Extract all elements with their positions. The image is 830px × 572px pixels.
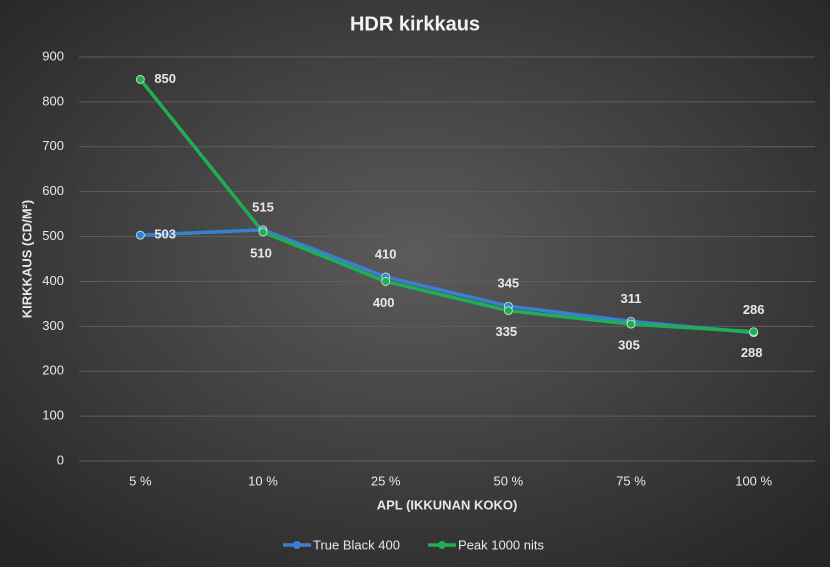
- x-tick-label: 75 %: [616, 473, 646, 488]
- y-tick-label: 100: [42, 408, 64, 423]
- x-tick-label: 5 %: [129, 473, 152, 488]
- marker: [626, 319, 636, 329]
- data-label: 335: [495, 324, 517, 339]
- y-tick-label: 0: [57, 452, 64, 467]
- data-label: 311: [621, 291, 642, 306]
- data-label: 410: [375, 246, 397, 261]
- y-tick-label: 800: [42, 93, 64, 108]
- y-tick-label: 600: [42, 183, 64, 198]
- data-label: 510: [250, 246, 272, 261]
- data-label: 515: [252, 199, 274, 214]
- marker: [135, 230, 145, 240]
- x-axis-title: APL (IKKUNAN KOKO): [377, 497, 518, 512]
- data-label: 305: [618, 338, 640, 353]
- data-label: 850: [154, 71, 176, 86]
- x-tick-label: 10 %: [248, 473, 278, 488]
- marker: [749, 327, 759, 337]
- line: [140, 228, 754, 335]
- marker: [135, 75, 145, 84]
- chart-title: HDR kirkkaus: [350, 13, 480, 35]
- x-tick-label: 25 %: [371, 473, 401, 488]
- y-tick-label: 500: [42, 228, 64, 243]
- legend-marker: [293, 541, 301, 549]
- y-tick-label: 300: [42, 318, 64, 333]
- y-axis-title: KIRKKAUS (CD/M²): [19, 200, 34, 318]
- data-label: 286: [743, 302, 765, 317]
- data-label: 400: [373, 295, 395, 310]
- y-tick-label: 700: [42, 138, 64, 153]
- y-tick-label: 400: [42, 273, 64, 288]
- legend-marker: [438, 541, 446, 549]
- line: [138, 78, 754, 334]
- y-tick-label: 900: [42, 48, 64, 63]
- legend-label: Peak 1000 nits: [458, 537, 545, 552]
- x-tick-label: 50 %: [494, 473, 524, 488]
- data-label: 345: [497, 276, 519, 291]
- marker: [381, 277, 391, 286]
- marker: [503, 306, 513, 316]
- x-tick-label: 100 %: [735, 473, 772, 488]
- marker: [258, 227, 268, 237]
- data-label: 288: [741, 345, 763, 360]
- data-label: 503: [154, 227, 176, 242]
- y-tick-label: 200: [42, 363, 64, 378]
- legend-label: True Black 400: [313, 537, 400, 552]
